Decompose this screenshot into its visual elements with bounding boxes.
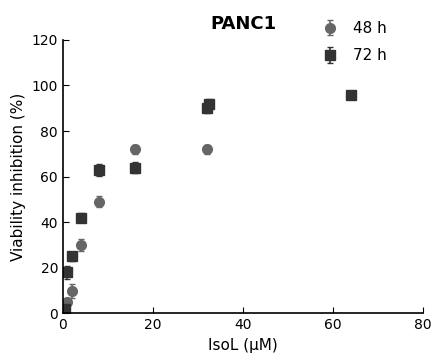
Title: PANC1: PANC1: [210, 15, 276, 33]
Y-axis label: Viability inhibition (%): Viability inhibition (%): [11, 92, 26, 261]
X-axis label: IsoL (μM): IsoL (μM): [208, 338, 278, 353]
Legend: 48 h, 72 h: 48 h, 72 h: [309, 15, 393, 70]
